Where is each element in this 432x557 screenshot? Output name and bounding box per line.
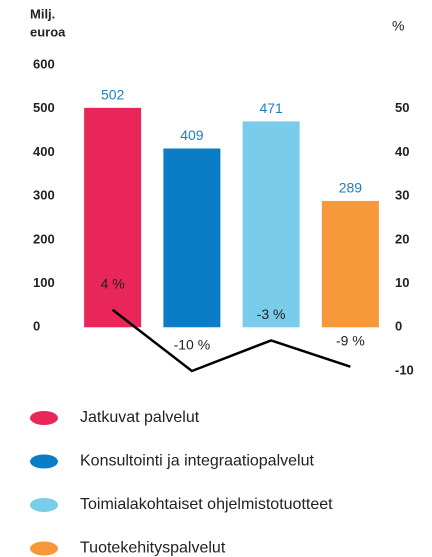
legend-swatch (30, 541, 58, 556)
line (111, 308, 351, 373)
y2-tick-label: 0 (395, 319, 402, 334)
y2-axis-label: % (392, 18, 404, 34)
bar-value-label: 471 (259, 100, 283, 116)
bar-value-label: 502 (101, 87, 125, 103)
line-value-label: 4 % (101, 276, 125, 292)
y-tick-label: 400 (33, 144, 55, 159)
y-axis-label: euroa (30, 24, 66, 39)
y2-tick-label: 50 (395, 100, 409, 115)
legend-label: Tuotekehityspalvelut (80, 540, 226, 557)
bar (242, 121, 300, 328)
bar (84, 107, 142, 328)
line-value-label: -3 % (257, 306, 286, 322)
y2-tick-label: -10 (395, 362, 414, 377)
y-tick-label: 500 (33, 100, 55, 115)
y-tick-label: 300 (33, 188, 55, 203)
y2-tick-label: 10 (395, 275, 409, 290)
bar-value-label: 409 (180, 127, 204, 143)
y-tick-label: 200 (33, 231, 55, 246)
legend-swatch (30, 411, 58, 425)
y2-tick-label: 40 (395, 144, 409, 159)
legend-swatch (30, 454, 58, 469)
bar (321, 200, 379, 328)
legend-swatch (30, 498, 58, 512)
y-tick-label: 100 (33, 275, 55, 290)
y-tick-label: 600 (33, 56, 55, 71)
y2-tick-label: 30 (395, 188, 409, 203)
legend-label: Toimialakohtaiset ohjelmistotuotteet (80, 496, 333, 513)
line-value-label: -10 % (174, 337, 211, 353)
bar-value-label: 289 (339, 180, 363, 196)
legend-label: Jatkuvat palvelut (80, 409, 200, 426)
y-tick-label: 0 (33, 319, 40, 334)
y2-tick-label: 20 (395, 231, 409, 246)
bar (163, 148, 221, 328)
y-axis-label: Milj. (30, 6, 55, 21)
line-value-label: -9 % (336, 332, 365, 348)
legend-label: Konsultointi ja integraatiopalvelut (80, 453, 314, 470)
